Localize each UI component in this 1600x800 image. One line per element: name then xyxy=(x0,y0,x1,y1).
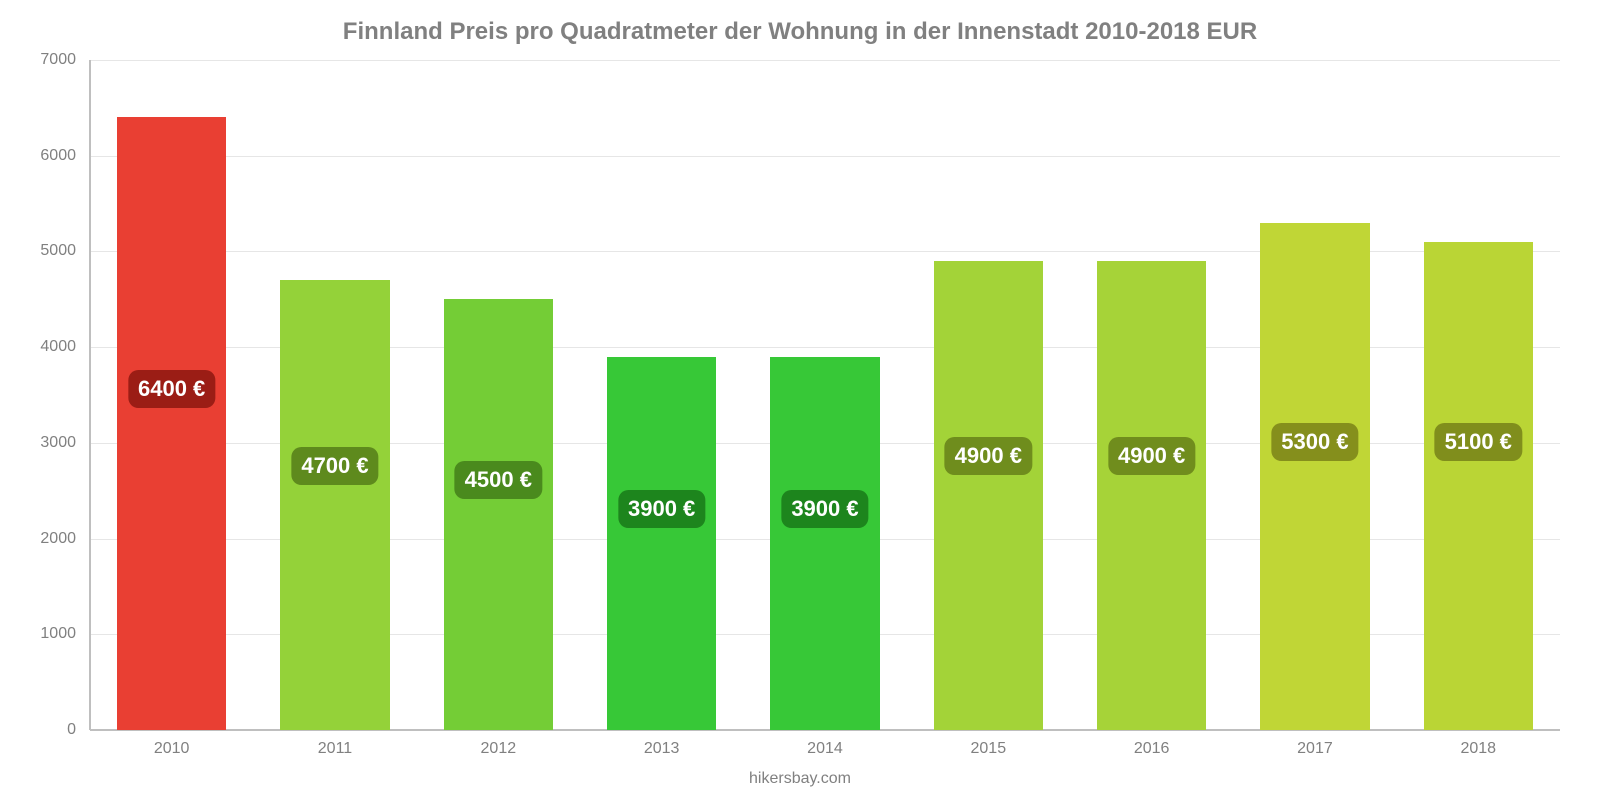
bar-slot: 4900 € xyxy=(1085,261,1218,730)
bar xyxy=(934,261,1043,730)
bar-slot: 4900 € xyxy=(922,261,1055,730)
bar-slot: 4700 € xyxy=(268,280,401,730)
x-tick-label: 2010 xyxy=(105,740,238,758)
y-axis-line xyxy=(89,60,91,730)
bar-slot: 3900 € xyxy=(595,357,728,730)
bar xyxy=(444,299,553,730)
bar-slot: 6400 € xyxy=(105,117,238,730)
y-gridline xyxy=(90,60,1560,61)
y-tick-label: 3000 xyxy=(30,434,90,452)
bar-value-label: 5100 € xyxy=(1435,423,1522,461)
x-tick-label: 2014 xyxy=(758,740,891,758)
chart-title: Finnland Preis pro Quadratmeter der Wohn… xyxy=(0,0,1600,46)
y-tick-label: 5000 xyxy=(30,242,90,260)
bar-value-label: 3900 € xyxy=(781,490,868,528)
y-tick-label: 7000 xyxy=(30,51,90,69)
bar-value-label: 4900 € xyxy=(945,437,1032,475)
x-tick-label: 2016 xyxy=(1085,740,1218,758)
plot-area: 6400 € 4700 € 4500 € 3900 € 3900 € 4900 € 4900… xyxy=(90,60,1560,730)
bar-value-label: 4900 € xyxy=(1108,437,1195,475)
bar xyxy=(280,280,389,730)
bar-slot: 5300 € xyxy=(1248,223,1381,730)
y-gridline xyxy=(90,156,1560,157)
bar xyxy=(117,117,226,730)
bar-value-label: 4500 € xyxy=(455,461,542,499)
bar-value-label: 6400 € xyxy=(128,370,215,408)
bar-slot: 5100 € xyxy=(1412,242,1545,730)
y-tick-label: 4000 xyxy=(30,338,90,356)
bar-value-label: 5300 € xyxy=(1271,423,1358,461)
bar-slot: 4500 € xyxy=(432,299,565,730)
y-tick-label: 0 xyxy=(30,721,90,739)
bar xyxy=(607,357,716,730)
x-tick-label: 2015 xyxy=(922,740,1055,758)
x-axis: 2010 2011 2012 2013 2014 2015 2016 2017 2018 xyxy=(90,740,1560,758)
y-tick-label: 6000 xyxy=(30,147,90,165)
x-tick-label: 2018 xyxy=(1412,740,1545,758)
credit-text: hikersbay.com xyxy=(0,770,1600,788)
bar-value-label: 4700 € xyxy=(291,447,378,485)
bar-value-label: 3900 € xyxy=(618,490,705,528)
y-tick-label: 1000 xyxy=(30,625,90,643)
x-tick-label: 2013 xyxy=(595,740,728,758)
y-tick-label: 2000 xyxy=(30,530,90,548)
bar xyxy=(1424,242,1533,730)
bar-slot: 3900 € xyxy=(758,357,891,730)
bar xyxy=(1097,261,1206,730)
x-tick-label: 2017 xyxy=(1248,740,1381,758)
y-axis: 01000200030004000500060007000 xyxy=(0,60,90,730)
x-tick-label: 2012 xyxy=(432,740,565,758)
bar xyxy=(1260,223,1369,730)
bar xyxy=(770,357,879,730)
chart-container: Finnland Preis pro Quadratmeter der Wohn… xyxy=(0,0,1600,800)
x-tick-label: 2011 xyxy=(268,740,401,758)
